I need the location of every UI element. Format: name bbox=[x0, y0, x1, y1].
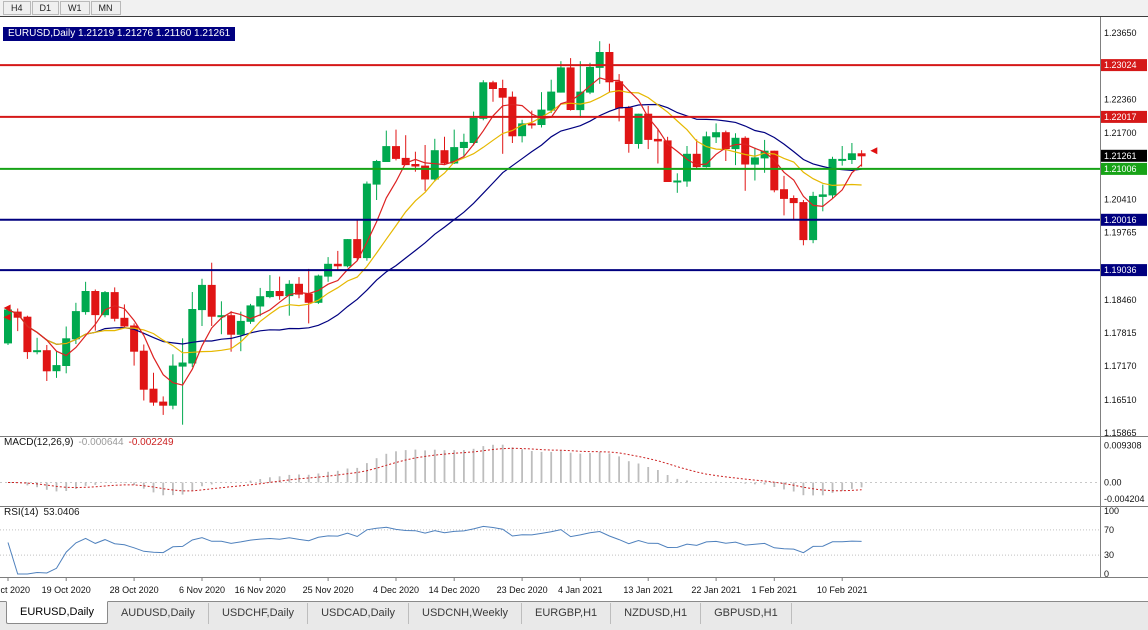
macd-histogram bbox=[16, 444, 863, 496]
rsi-label: RSI(14) 53.0406 bbox=[4, 507, 80, 518]
macd-axis-label: 0.009308 bbox=[1104, 441, 1142, 451]
date-label: 14 Dec 2020 bbox=[429, 585, 480, 595]
price-tick-label: 1.23650 bbox=[1104, 28, 1137, 38]
ma-line-slow-20 bbox=[7, 103, 862, 345]
price-badge-label: 1.21261 bbox=[1104, 151, 1137, 161]
arrow-object[interactable] bbox=[870, 147, 878, 155]
arrow-object[interactable] bbox=[3, 313, 11, 321]
date-label: 6 Nov 2020 bbox=[179, 585, 225, 595]
ma-line-fast-5 bbox=[7, 77, 862, 386]
date-label: 23 Dec 2020 bbox=[497, 585, 548, 595]
chart-tab-usdcnh-weekly[interactable]: USDCNH,Weekly bbox=[409, 603, 523, 624]
price-badge-pivot-level bbox=[1101, 162, 1147, 175]
rsi-axis-label: 70 bbox=[1104, 525, 1114, 535]
ma-line-medium-10 bbox=[7, 89, 862, 354]
price-tick-label: 1.18460 bbox=[1104, 295, 1137, 305]
chart-title: EURUSD,Daily 1.21219 1.21276 1.21160 1.2… bbox=[3, 27, 236, 41]
macd-main-value: -0.000644 bbox=[78, 437, 124, 448]
chart-canvas[interactable]: 1.23650 1.22360 1.21700 1.20410 1.19765 1.184… bbox=[0, 17, 1148, 601]
price-badge-support-level-2 bbox=[1101, 264, 1147, 277]
macd-label: MACD(12,26,9) -0.000644 -0.002249 bbox=[4, 437, 174, 448]
timeframe-button-h4[interactable]: H4 bbox=[3, 1, 31, 15]
rsi-axis-label: 0 bbox=[1104, 569, 1109, 579]
date-label: 1 Feb 2021 bbox=[752, 585, 798, 595]
chart-tab-gbpusd-h1[interactable]: GBPUSD,H1 bbox=[701, 603, 792, 624]
chart-tabs-bar: EURUSD,Daily AUDUSD,Daily USDCHF,Daily USDC… bbox=[0, 601, 1148, 630]
date-label: 10 Feb 2021 bbox=[817, 585, 868, 595]
macd-axis-label: -0.004204 bbox=[1104, 494, 1145, 504]
price-badge-support-level-1 bbox=[1101, 213, 1147, 226]
chart-tab-nzdusd-h1[interactable]: NZDUSD,H1 bbox=[611, 603, 702, 624]
date-label: 25 Nov 2020 bbox=[303, 585, 354, 595]
price-badge-label: 1.21006 bbox=[1104, 164, 1137, 174]
date-label: 28 Oct 2020 bbox=[110, 585, 159, 595]
price-tick-label: 1.15865 bbox=[1104, 428, 1137, 438]
timeframe-button-w1[interactable]: W1 bbox=[60, 1, 90, 15]
timeframe-button-d1[interactable]: D1 bbox=[31, 1, 60, 15]
chart-tab-usdcad-daily[interactable]: USDCAD,Daily bbox=[308, 603, 410, 624]
price-badge-label: 1.23024 bbox=[1104, 60, 1137, 70]
price-badge-label: 1.19036 bbox=[1104, 265, 1137, 275]
price-badge-label: 1.22017 bbox=[1104, 112, 1137, 122]
date-label: 19 Oct 2020 bbox=[42, 585, 91, 595]
price-badge-current-price bbox=[1101, 149, 1147, 162]
arrow-object[interactable] bbox=[3, 304, 11, 312]
rsi-axis-label: 100 bbox=[1104, 506, 1119, 516]
price-tick-label: 1.19765 bbox=[1104, 228, 1137, 238]
date-label: 13 Jan 2021 bbox=[623, 585, 673, 595]
date-label: 16 Nov 2020 bbox=[235, 585, 286, 595]
chart-region: 1.23650 1.22360 1.21700 1.20410 1.19765 1.184… bbox=[0, 17, 1148, 601]
candlestick-series bbox=[4, 41, 866, 425]
date-label: 22 Jan 2021 bbox=[691, 585, 741, 595]
timeframe-button-mn[interactable]: MN bbox=[90, 1, 121, 15]
price-tick-label: 1.22360 bbox=[1104, 94, 1137, 104]
macd-axis-label: 0.00 bbox=[1104, 478, 1122, 488]
timeframe-toolbar: H4 D1 W1 MN bbox=[0, 0, 1148, 17]
chart-tab-eurgbp-h1[interactable]: EURGBP,H1 bbox=[522, 603, 612, 624]
chart-tab-eurusd-daily[interactable]: EURUSD,Daily bbox=[6, 601, 108, 624]
macd-signal-value: -0.002249 bbox=[128, 437, 174, 448]
price-tick-label: 1.20410 bbox=[1104, 195, 1137, 205]
price-tick-label: 1.16510 bbox=[1104, 395, 1137, 405]
rsi-line bbox=[7, 525, 862, 575]
price-badge-label: 1.20016 bbox=[1104, 215, 1137, 225]
price-badge-resistance-level-1 bbox=[1101, 59, 1147, 72]
chart-tab-audusd-daily[interactable]: AUDUSD,Daily bbox=[108, 603, 209, 624]
rsi-name: RSI(14) bbox=[4, 507, 39, 518]
date-label: 4 Jan 2021 bbox=[558, 585, 603, 595]
price-tick-label: 1.17815 bbox=[1104, 328, 1137, 338]
price-tick-label: 1.21700 bbox=[1104, 128, 1137, 138]
rsi-value: 53.0406 bbox=[43, 507, 80, 518]
date-label: 9 Oct 2020 bbox=[0, 585, 30, 595]
date-label: 4 Dec 2020 bbox=[373, 585, 419, 595]
price-badge-resistance-level-2 bbox=[1101, 110, 1147, 123]
chart-tab-usdchf-daily[interactable]: USDCHF,Daily bbox=[209, 603, 309, 624]
macd-name: MACD(12,26,9) bbox=[4, 437, 74, 448]
rsi-axis-label: 30 bbox=[1104, 550, 1114, 560]
price-tick-label: 1.17170 bbox=[1104, 361, 1137, 371]
